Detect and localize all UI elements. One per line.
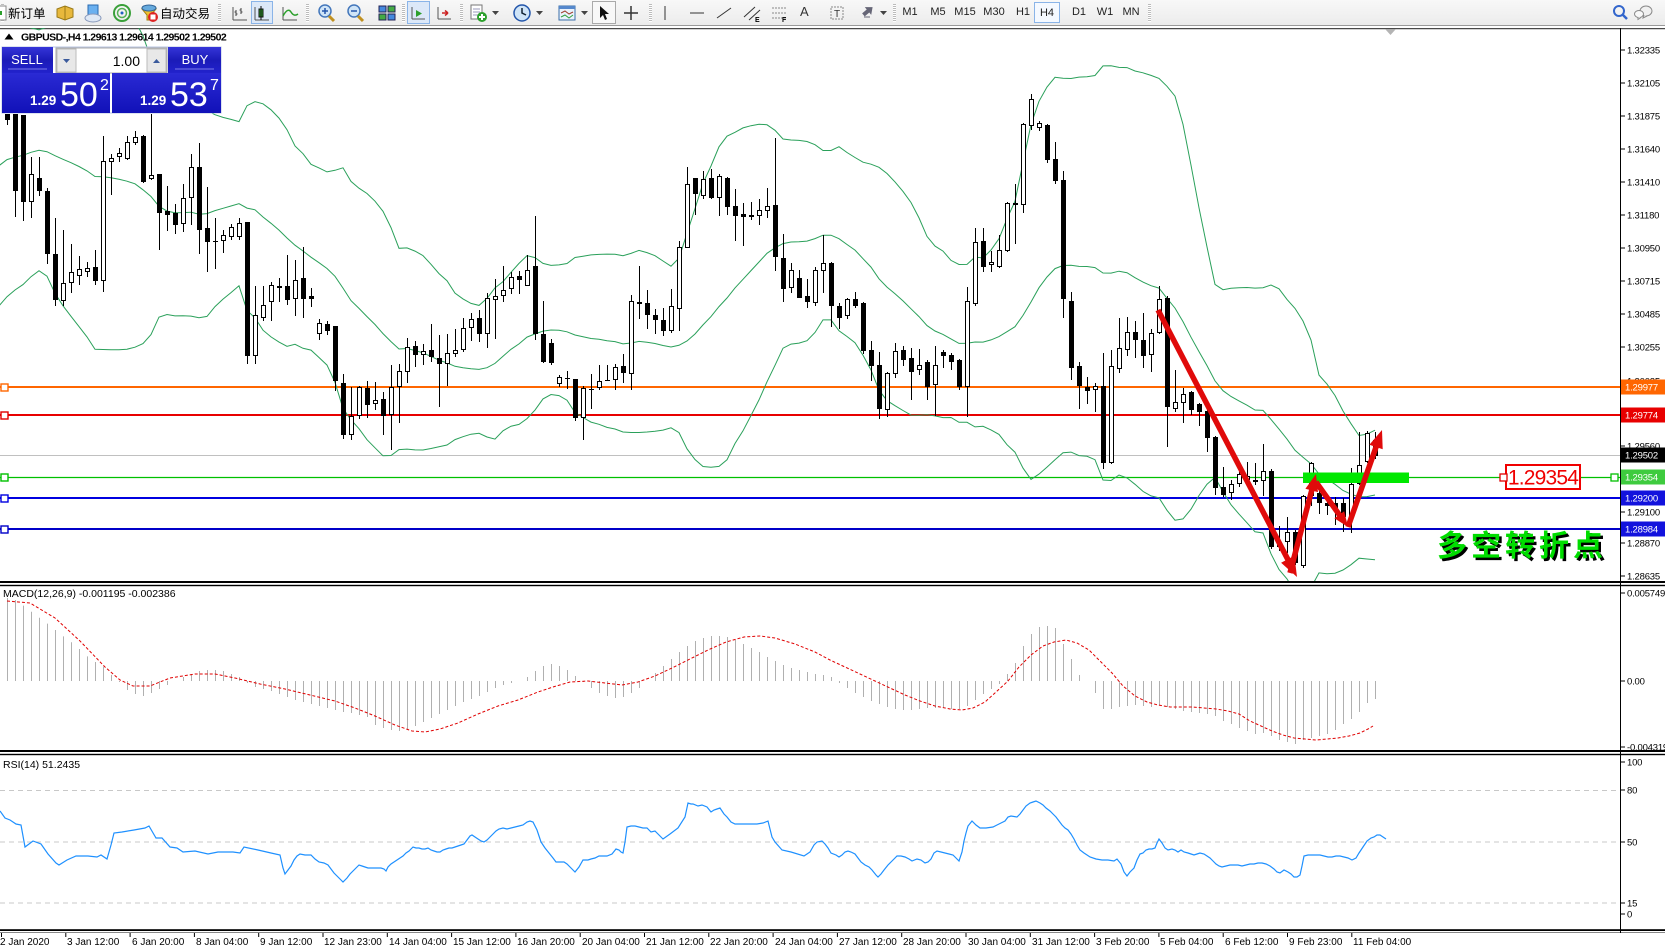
svg-text:14 Jan 04:00: 14 Jan 04:00 bbox=[389, 937, 447, 948]
svg-text:20 Jan 04:00: 20 Jan 04:00 bbox=[582, 937, 640, 948]
svg-text:11 Feb 04:00: 11 Feb 04:00 bbox=[1353, 937, 1412, 948]
svg-text:GBPUSD-,H4 1.29613 1.29614 1.: GBPUSD-,H4 1.29613 1.29614 1.29502 1.295… bbox=[21, 32, 227, 44]
svg-text:1.30715: 1.30715 bbox=[1627, 277, 1660, 288]
svg-text:MACD(12,26,9) -0.001195 -0.002: MACD(12,26,9) -0.001195 -0.002386 bbox=[3, 588, 176, 600]
svg-text:1.31640: 1.31640 bbox=[1627, 145, 1660, 156]
svg-text:12 Jan 23:00: 12 Jan 23:00 bbox=[324, 937, 382, 948]
svg-text:9 Jan 12:00: 9 Jan 12:00 bbox=[260, 937, 313, 948]
svg-text:1.31875: 1.31875 bbox=[1627, 112, 1660, 123]
svg-text:16 Jan 20:00: 16 Jan 20:00 bbox=[517, 937, 575, 948]
svg-text:6 Jan 20:00: 6 Jan 20:00 bbox=[132, 937, 185, 948]
svg-text:2 Jan 2020: 2 Jan 2020 bbox=[0, 937, 50, 948]
svg-text:27 Jan 12:00: 27 Jan 12:00 bbox=[839, 937, 897, 948]
svg-text:1.29354: 1.29354 bbox=[1508, 467, 1579, 490]
svg-text:1.32105: 1.32105 bbox=[1627, 79, 1660, 90]
svg-text:-0.004319: -0.004319 bbox=[1627, 743, 1665, 754]
svg-text:1.31180: 1.31180 bbox=[1627, 211, 1659, 222]
svg-text:9 Feb 23:00: 9 Feb 23:00 bbox=[1289, 937, 1343, 948]
svg-text:RSI(14) 51.2435: RSI(14) 51.2435 bbox=[3, 759, 80, 771]
svg-text:30 Jan 04:00: 30 Jan 04:00 bbox=[968, 937, 1026, 948]
svg-text:1.28870: 1.28870 bbox=[1627, 539, 1660, 550]
svg-text:1.29: 1.29 bbox=[30, 93, 56, 108]
svg-text:1.29560: 1.29560 bbox=[1627, 442, 1660, 453]
svg-text:15: 15 bbox=[1627, 899, 1637, 910]
svg-text:E: E bbox=[755, 17, 760, 23]
svg-text:1.29200: 1.29200 bbox=[1625, 494, 1658, 505]
svg-text:SELL: SELL bbox=[11, 52, 43, 67]
svg-text:21 Jan 12:00: 21 Jan 12:00 bbox=[646, 937, 704, 948]
svg-text:50: 50 bbox=[1627, 838, 1637, 849]
svg-text:3 Feb 20:00: 3 Feb 20:00 bbox=[1096, 937, 1150, 948]
svg-text:1.29977: 1.29977 bbox=[1625, 383, 1658, 394]
svg-text:1.31410: 1.31410 bbox=[1627, 178, 1660, 189]
svg-text:1.29100: 1.29100 bbox=[1627, 508, 1660, 519]
svg-text:6 Feb 12:00: 6 Feb 12:00 bbox=[1225, 937, 1279, 948]
svg-text:1.28635: 1.28635 bbox=[1627, 572, 1660, 583]
svg-text:1.29354: 1.29354 bbox=[1625, 473, 1658, 484]
svg-text:53: 53 bbox=[170, 76, 208, 114]
svg-text:24 Jan 04:00: 24 Jan 04:00 bbox=[775, 937, 833, 948]
svg-text:0: 0 bbox=[1627, 910, 1632, 921]
svg-text:80: 80 bbox=[1627, 786, 1637, 797]
svg-text:50: 50 bbox=[60, 76, 98, 114]
svg-text:1.29502: 1.29502 bbox=[1625, 451, 1658, 462]
svg-text:28 Jan 20:00: 28 Jan 20:00 bbox=[903, 937, 961, 948]
svg-text:1.30485: 1.30485 bbox=[1627, 310, 1660, 321]
svg-text:5 Feb 04:00: 5 Feb 04:00 bbox=[1160, 937, 1214, 948]
svg-text:31 Jan 12:00: 31 Jan 12:00 bbox=[1032, 937, 1090, 948]
svg-text:0.00: 0.00 bbox=[1627, 677, 1645, 688]
svg-text:3 Jan 12:00: 3 Jan 12:00 bbox=[67, 937, 120, 948]
svg-text:1.29774: 1.29774 bbox=[1625, 411, 1658, 422]
svg-text:1.30950: 1.30950 bbox=[1627, 244, 1660, 255]
svg-text:F: F bbox=[782, 17, 787, 23]
svg-text:1.00: 1.00 bbox=[113, 53, 140, 69]
svg-text:2: 2 bbox=[100, 77, 109, 94]
svg-text:0.005749: 0.005749 bbox=[1627, 589, 1665, 600]
svg-text:1.32335: 1.32335 bbox=[1627, 46, 1660, 57]
svg-text:100: 100 bbox=[1627, 758, 1642, 769]
svg-text:1.28984: 1.28984 bbox=[1625, 525, 1658, 536]
svg-text:22 Jan 20:00: 22 Jan 20:00 bbox=[710, 937, 768, 948]
svg-text:1.30255: 1.30255 bbox=[1627, 343, 1660, 354]
svg-text:7: 7 bbox=[210, 77, 219, 94]
svg-text:BUY: BUY bbox=[182, 52, 209, 67]
svg-text:T: T bbox=[834, 9, 840, 20]
svg-text:8 Jan 04:00: 8 Jan 04:00 bbox=[196, 937, 249, 948]
svg-text:1.29: 1.29 bbox=[140, 93, 166, 108]
svg-text:15 Jan 12:00: 15 Jan 12:00 bbox=[453, 937, 511, 948]
